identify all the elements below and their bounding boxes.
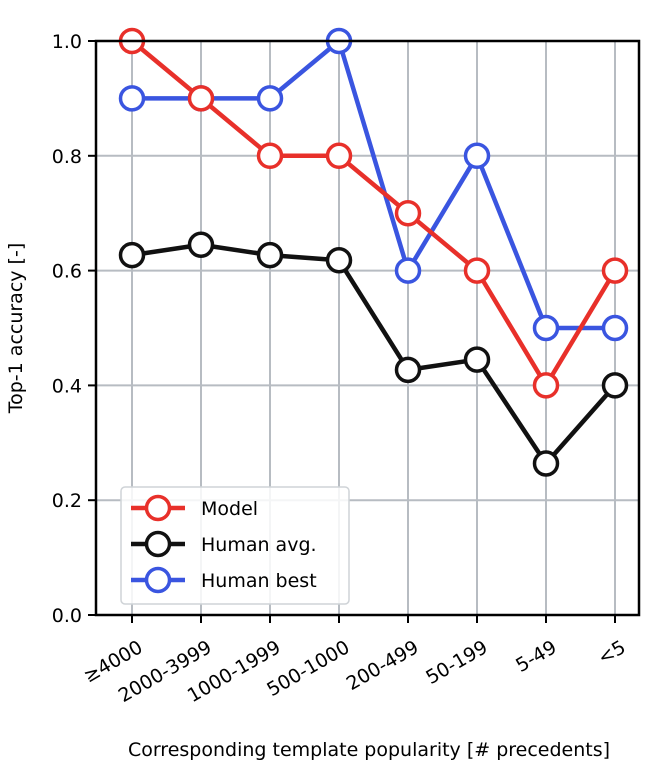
legend-entry: Human avg. xyxy=(131,530,317,558)
data-point xyxy=(394,257,422,284)
data-point xyxy=(118,241,146,269)
data-point xyxy=(394,356,422,384)
y-axis-label: Top-1 accuracy [-] xyxy=(5,243,27,415)
series-line xyxy=(131,242,617,466)
legend-entry: Model xyxy=(131,494,258,522)
legend-label: Human avg. xyxy=(201,534,317,556)
x-tick-label: 5-49 xyxy=(512,636,560,677)
data-point xyxy=(532,372,560,399)
data-point xyxy=(325,247,353,274)
data-point xyxy=(463,346,491,373)
y-tick-label: 1.0 xyxy=(52,31,82,53)
legend-swatch-marker xyxy=(144,530,172,558)
x-axis-label: Corresponding template popularity [# pre… xyxy=(128,739,610,761)
x-tick-label: <5 xyxy=(594,636,629,669)
series-layer xyxy=(118,27,629,477)
data-point xyxy=(325,142,353,170)
data-point xyxy=(187,85,215,112)
data-point xyxy=(601,314,629,342)
series-human-avg xyxy=(118,231,629,477)
data-point xyxy=(463,257,491,284)
data-point xyxy=(256,142,284,170)
legend: Model Human avg. Human best xyxy=(120,486,350,605)
x-tick-label: 200-499 xyxy=(343,636,423,695)
data-point xyxy=(256,241,284,269)
y-tick-label: 0.0 xyxy=(52,605,82,627)
x-tick-label: 50-199 xyxy=(422,636,491,689)
data-point xyxy=(601,372,629,399)
data-point xyxy=(187,231,215,259)
y-axis-ticks: 0.0 0.2 0.4 0.6 0.8 1.0 xyxy=(52,31,96,627)
legend-box xyxy=(120,486,350,605)
data-point xyxy=(601,257,629,284)
legend-label: Human best xyxy=(201,570,317,592)
plot-frame xyxy=(94,39,641,617)
legend-swatch-marker xyxy=(144,494,172,522)
data-point xyxy=(532,450,560,477)
data-point xyxy=(463,142,491,170)
y-tick-label: 0.8 xyxy=(52,146,82,168)
data-point xyxy=(256,85,284,112)
series-model xyxy=(118,27,629,399)
legend-swatch-marker xyxy=(144,566,172,594)
y-tick-label: 0.2 xyxy=(52,490,82,512)
data-point xyxy=(118,85,146,112)
legend-label: Model xyxy=(201,498,258,520)
series-line xyxy=(130,39,617,388)
data-point xyxy=(394,199,422,227)
legend-entry: Human best xyxy=(131,566,317,594)
data-point xyxy=(532,314,560,342)
y-tick-label: 0.6 xyxy=(52,261,82,283)
series-human-best xyxy=(118,27,629,342)
y-tick-label: 0.4 xyxy=(52,375,82,397)
